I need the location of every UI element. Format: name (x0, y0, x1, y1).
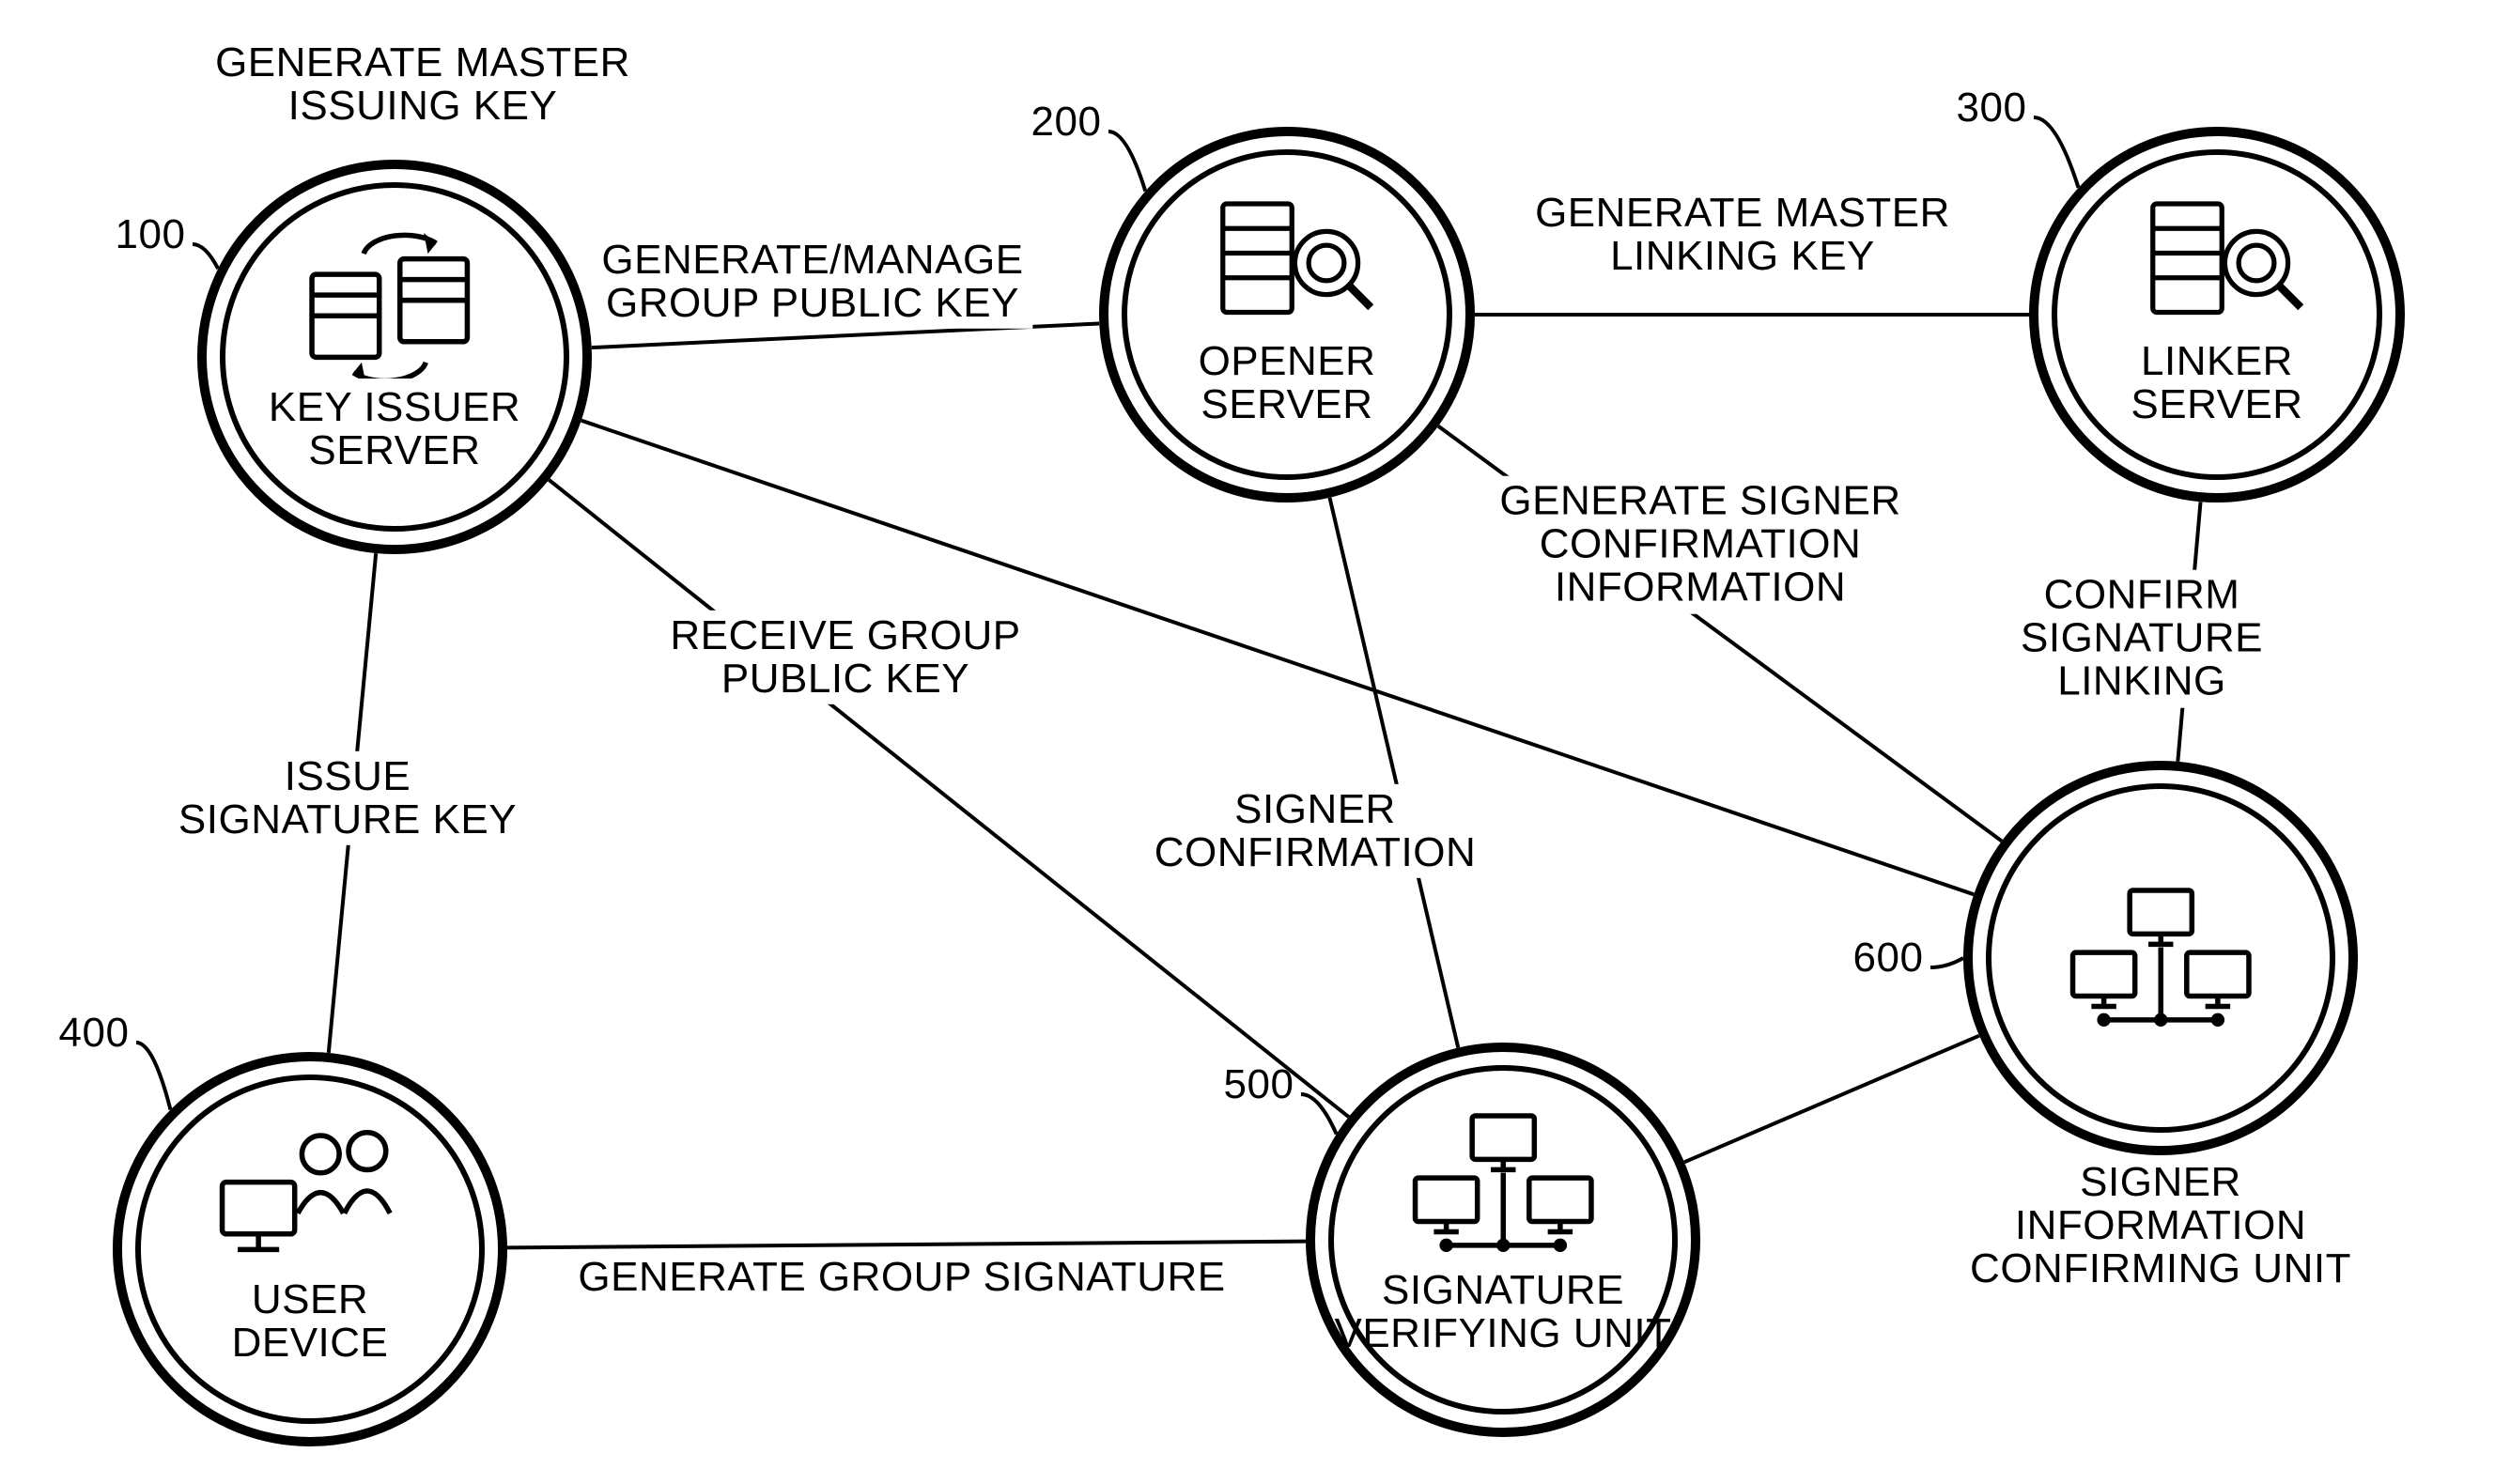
edge-label-key_issuer-opener: GENERATE/MANAGE GROUP PUBLIC KEY (592, 235, 1032, 329)
edge-verifier-confirming (1684, 1036, 1979, 1163)
ref-leader-key_issuer (193, 244, 218, 269)
ref-number-user: 400 (59, 1012, 130, 1055)
free-label-0: GENERATE MASTER ISSUING KEY (206, 38, 640, 131)
node-opener: OPENER SERVER (1099, 127, 1475, 502)
ref-number-verifier: 500 (1224, 1063, 1294, 1106)
ref-number-confirming: 600 (1853, 936, 1924, 980)
edge-label-opener-verifier: SIGNER CONFIRMATION (1145, 784, 1486, 878)
edge-label-key_issuer-verifier: RECEIVE GROUP PUBLIC KEY (660, 611, 1030, 704)
ref-leader-opener (1108, 131, 1145, 192)
servers-sync-icon (291, 223, 499, 378)
monitors-network-icon (1400, 1105, 1607, 1260)
edge-label-key_issuer-user: ISSUE SIGNATURE KEY (169, 751, 526, 845)
edge-label-opener-linker: GENERATE MASTER LINKING KEY (1526, 188, 1960, 282)
ref-leader-user (136, 1043, 171, 1110)
server-magnify-icon (1188, 184, 1386, 332)
node-label: USER DEVICE (232, 1278, 389, 1365)
ref-leader-confirming (1930, 958, 1963, 967)
node-linker: LINKER SERVER (2029, 127, 2405, 502)
edge-label-user-verifier: GENERATE GROUP SIGNATURE (568, 1252, 1234, 1303)
node-label: SIGNER INFORMATION CONFIRMING UNIT (1970, 1161, 2351, 1291)
node-user: USER DEVICE (113, 1052, 507, 1446)
ref-number-key_issuer: 100 (116, 213, 186, 256)
node-label: KEY ISSUER SERVER (269, 386, 520, 472)
node-key_issuer: KEY ISSUER SERVER (197, 160, 592, 554)
ref-leader-linker (2034, 117, 2079, 188)
node-label: LINKER SERVER (2131, 340, 2302, 426)
diagram-stage: KEY ISSUER SERVER 100 OPENER SERVER 200 (0, 0, 2495, 1484)
server-magnify-icon (2118, 184, 2316, 332)
node-label: OPENER SERVER (1199, 340, 1376, 426)
ref-number-linker: 300 (1957, 86, 2027, 130)
edge-label-linker-confirming: CONFIRM SIGNATURE LINKING (2011, 570, 2272, 708)
monitors-network-icon (2057, 880, 2265, 1035)
node-label: SIGNATURE VERIFYING UNIT (1334, 1269, 1671, 1355)
edge-opener-verifier (1329, 498, 1458, 1048)
ref-leader-verifier (1301, 1094, 1337, 1134)
edge-label-opener-confirming: GENERATE SIGNER CONFIRMATION INFORMATION (1490, 476, 1910, 614)
people-monitor-icon (207, 1115, 414, 1270)
edge-user-verifier (507, 1242, 1306, 1248)
node-confirming: SIGNER INFORMATION CONFIRMING UNIT (1963, 761, 2358, 1155)
node-verifier: SIGNATURE VERIFYING UNIT (1306, 1043, 1700, 1437)
ref-number-opener: 200 (1031, 100, 1102, 144)
